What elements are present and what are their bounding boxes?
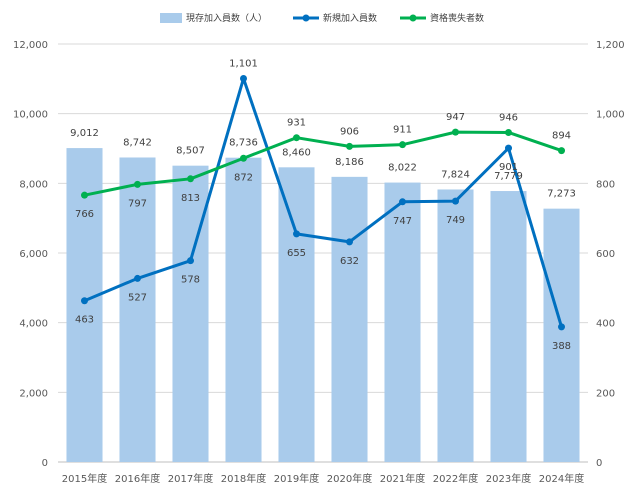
- new-members-data-label: 632: [340, 256, 359, 267]
- y-right-tick-label: 1,000: [596, 110, 625, 121]
- bar: [278, 167, 315, 462]
- new-members-data-label: 747: [393, 216, 412, 227]
- new-members-data-label: 527: [128, 292, 147, 303]
- lost-members-data-label: 947: [446, 112, 465, 123]
- new-members-line: [83, 76, 563, 328]
- lost-members-point: [558, 147, 565, 155]
- bar: [543, 208, 580, 462]
- bar-data-label: 7,824: [441, 169, 470, 180]
- lost-members-point: [187, 175, 194, 183]
- x-tick-label: 2021年度: [380, 472, 425, 485]
- bar-data-label: 7,779: [494, 171, 523, 182]
- line-series: [81, 74, 565, 331]
- new-members-point: [240, 74, 247, 82]
- bar: [490, 191, 527, 462]
- new-members-point: [187, 257, 194, 265]
- data-labels: 9,012 8,742 8,507 8,736 8,460 8,186 8,022 7,824…: [70, 58, 576, 351]
- x-tick-label: 2023年度: [486, 472, 531, 485]
- lost-members-data-label: 946: [499, 112, 518, 123]
- new-members-point: [346, 238, 353, 246]
- bar-data-label: 8,186: [335, 157, 364, 168]
- y-right-tick-label: 200: [596, 388, 615, 399]
- y-right-tick-label: 400: [596, 319, 615, 330]
- lost-members-data-label: 872: [234, 172, 253, 183]
- bar-data-label: 8,022: [388, 163, 417, 174]
- bar: [119, 157, 156, 462]
- y-left-tick-label: 4,000: [19, 319, 48, 330]
- new-members-point: [134, 274, 141, 282]
- y-left-tick-label: 0: [42, 458, 48, 469]
- lost-members-point: [81, 191, 88, 199]
- y-right-tick-label: 1,200: [596, 40, 625, 51]
- legend-marker: [302, 14, 310, 22]
- lost-members-point: [399, 141, 406, 149]
- lost-members-point: [240, 154, 247, 162]
- lost-members-data-label: 894: [552, 131, 571, 142]
- y-right-tick-label: 0: [596, 458, 602, 469]
- legend-label: 現存加入員数（人）: [186, 12, 267, 24]
- new-members-data-label: 655: [287, 248, 306, 259]
- x-tick-label: 2015年度: [62, 472, 107, 485]
- new-members-data-label: 388: [552, 341, 571, 352]
- y-left-tick-label: 2,000: [19, 388, 48, 399]
- bar: [66, 148, 103, 462]
- bar-data-label: 9,012: [70, 128, 99, 139]
- x-tick-label: 2024年度: [539, 472, 584, 485]
- y-right-tick-label: 600: [596, 249, 615, 260]
- axes: 0 0 2,000 200 4,000 400 6,000 600 8,000 800 10,000…: [13, 40, 625, 485]
- new-members-point: [558, 323, 565, 331]
- y-left-tick-label: 10,000: [13, 110, 48, 121]
- bar-data-label: 8,507: [176, 146, 205, 157]
- new-members-data-label: 1,101: [229, 58, 258, 69]
- bar-data-label: 8,460: [282, 147, 311, 158]
- lost-members-data-label: 813: [181, 193, 200, 204]
- legend-label: 新規加入員数: [323, 12, 377, 24]
- lost-members-point: [452, 128, 459, 136]
- new-members-point: [505, 144, 512, 152]
- new-members-point: [399, 198, 406, 206]
- bar-data-label: 8,742: [123, 137, 152, 148]
- bar: [225, 157, 262, 463]
- x-tick-label: 2017年度: [168, 472, 213, 485]
- new-members-point: [452, 197, 459, 205]
- lost-members-line: [84, 130, 562, 197]
- lost-members-data-label: 906: [340, 126, 359, 137]
- lost-members-data-label: 797: [128, 198, 147, 209]
- new-members-point: [293, 230, 300, 238]
- new-members-data-label: 749: [446, 215, 465, 226]
- lost-members-point: [346, 142, 353, 150]
- new-members-data-label: 463: [75, 315, 94, 326]
- lost-members-data-label: 911: [393, 125, 412, 136]
- new-members-data-label: 901: [499, 162, 518, 173]
- x-tick-label: 2020年度: [327, 472, 372, 485]
- bar: [384, 182, 421, 462]
- legend-label: 資格喪失者数: [430, 12, 484, 24]
- bar: [331, 176, 368, 462]
- lost-members-point: [293, 134, 300, 142]
- bar-data-label: 8,736: [229, 138, 258, 149]
- bar-data-label: 7,273: [547, 189, 576, 200]
- x-tick-label: 2019年度: [274, 472, 319, 485]
- y-left-tick-label: 8,000: [19, 179, 48, 190]
- legend-bar-swatch: [160, 13, 182, 23]
- legend: 現存加入員数（人） 新規加入員数 資格喪失者数: [160, 12, 484, 24]
- x-tick-label: 2022年度: [433, 472, 478, 485]
- y-left-tick-label: 6,000: [19, 249, 48, 260]
- legend-marker: [409, 14, 417, 22]
- bar: [172, 165, 209, 462]
- x-tick-label: 2018年度: [221, 472, 266, 485]
- lost-members-data-label: 766: [75, 209, 94, 220]
- y-left-tick-label: 12,000: [13, 40, 48, 51]
- lost-members-data-label: 931: [287, 118, 306, 129]
- new-members-point: [81, 297, 88, 305]
- bar: [437, 189, 474, 463]
- y-right-tick-label: 800: [596, 179, 615, 190]
- new-members-data-label: 578: [181, 275, 200, 286]
- lost-members-point: [134, 180, 141, 188]
- bar-series: [66, 148, 580, 463]
- lost-members-point: [505, 128, 512, 136]
- x-tick-label: 2016年度: [115, 472, 160, 485]
